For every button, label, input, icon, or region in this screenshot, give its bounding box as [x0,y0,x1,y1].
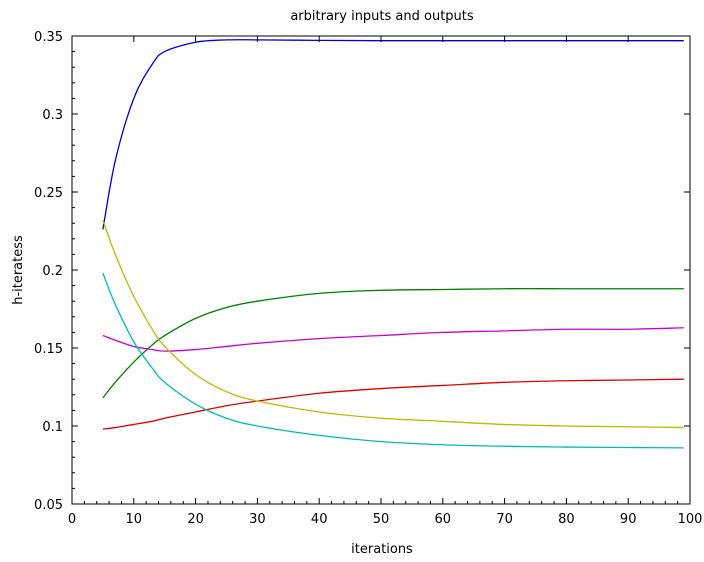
series-lines [102,39,684,449]
series-line-6 [102,272,684,449]
series-line-2 [102,288,684,399]
x-tick-label: 70 [496,512,513,527]
plot-area [71,35,691,505]
y-axis: 0.05 0.1 0.15 0.2 0.25 0.3 0.35 [34,30,690,513]
x-tick-label: 80 [558,512,575,527]
x-axis: 0 10 20 30 40 50 60 70 80 90 100 [68,36,703,527]
y-tick-label: 0.05 [34,498,63,513]
x-tick-label: 60 [435,512,452,527]
x-tick-label: 30 [249,512,266,527]
x-tick-label: 50 [373,512,390,527]
x-tick-label: 40 [311,512,328,527]
series-line-1 [102,39,684,230]
y-tick-label: 0.35 [34,30,63,45]
x-tick-label: 100 [678,512,703,527]
y-axis-label: h-iteratess [11,235,26,305]
y-tick-label: 0.15 [34,342,63,357]
y-tick-label: 0.1 [42,420,63,435]
series-line-3 [102,327,684,352]
x-tick-label: 90 [620,512,637,527]
x-axis-label: iterations [351,542,413,557]
x-tick-label: 0 [68,512,76,527]
x-tick-label: 20 [187,512,204,527]
y-tick-label: 0.2 [42,264,63,279]
y-tick-label: 0.25 [34,186,63,201]
series-line-5 [102,219,684,429]
chart-title: arbitrary inputs and outputs [290,9,474,24]
x-tick-label: 10 [126,512,143,527]
y-tick-label: 0.3 [42,108,63,123]
